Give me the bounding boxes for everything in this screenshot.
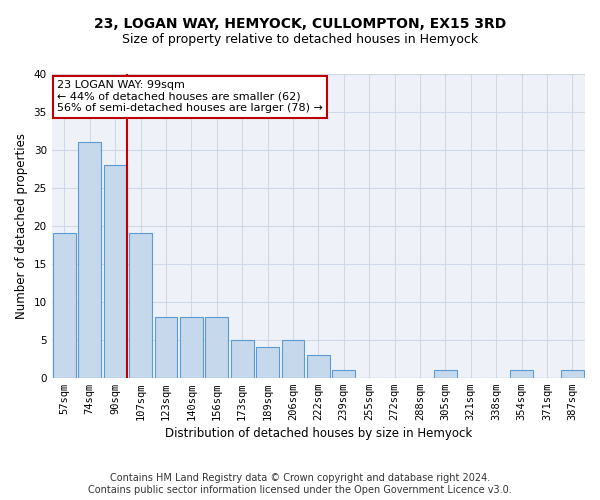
Y-axis label: Number of detached properties: Number of detached properties — [15, 133, 28, 319]
Text: Size of property relative to detached houses in Hemyock: Size of property relative to detached ho… — [122, 32, 478, 46]
X-axis label: Distribution of detached houses by size in Hemyock: Distribution of detached houses by size … — [165, 427, 472, 440]
Bar — [561, 370, 584, 378]
Text: 23, LOGAN WAY, HEMYOCK, CULLOMPTON, EX15 3RD: 23, LOGAN WAY, HEMYOCK, CULLOMPTON, EX15… — [94, 18, 506, 32]
Bar — [256, 348, 279, 378]
Bar — [79, 142, 101, 378]
Bar — [307, 355, 330, 378]
Bar — [53, 234, 76, 378]
Bar — [155, 317, 178, 378]
Bar — [434, 370, 457, 378]
Text: Contains HM Land Registry data © Crown copyright and database right 2024.
Contai: Contains HM Land Registry data © Crown c… — [88, 474, 512, 495]
Bar — [180, 317, 203, 378]
Bar — [332, 370, 355, 378]
Bar — [129, 234, 152, 378]
Bar — [205, 317, 228, 378]
Bar — [231, 340, 254, 378]
Bar — [281, 340, 304, 378]
Bar — [510, 370, 533, 378]
Text: 23 LOGAN WAY: 99sqm
← 44% of detached houses are smaller (62)
56% of semi-detach: 23 LOGAN WAY: 99sqm ← 44% of detached ho… — [57, 80, 323, 114]
Bar — [104, 165, 127, 378]
